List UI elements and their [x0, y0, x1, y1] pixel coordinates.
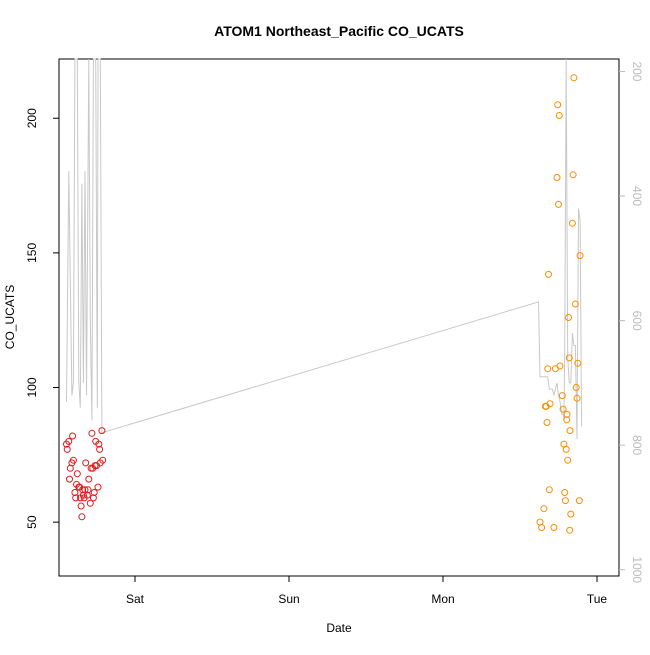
data-point [89, 494, 97, 502]
data-point [561, 497, 569, 505]
x-tick-label: Tue [587, 592, 608, 606]
data-point [556, 362, 564, 370]
data-point [573, 394, 581, 402]
data-point [72, 494, 80, 502]
data-point [88, 429, 96, 437]
altitude-line [66, 58, 583, 440]
data-point [538, 524, 546, 531]
data-point [558, 392, 566, 400]
x-axis-label: Date [326, 621, 352, 635]
data-point [555, 112, 563, 119]
data-point [545, 486, 553, 494]
data-point [563, 416, 571, 424]
data-point [550, 524, 558, 531]
data-point [565, 354, 573, 362]
data-point [564, 456, 572, 464]
data-point [561, 489, 569, 496]
data-point [566, 526, 574, 534]
data-point [566, 427, 574, 435]
data-point [90, 489, 98, 496]
data-point [544, 365, 552, 373]
data-point [568, 219, 576, 227]
data-point [554, 101, 562, 109]
x-tick-label: Mon [431, 592, 454, 606]
altitude-trace-group [66, 58, 583, 440]
data-point [82, 459, 90, 467]
data-point [65, 437, 73, 445]
data-point [565, 314, 572, 321]
data-point [540, 505, 548, 513]
data-point [95, 440, 103, 448]
data-point [569, 171, 577, 179]
data-point [570, 74, 578, 82]
y-tick-label: 150 [25, 243, 39, 263]
data-point [77, 502, 85, 510]
data-point [98, 427, 106, 435]
y2-tick-label: 1000 [630, 556, 644, 583]
data-point [553, 174, 561, 181]
data-point [567, 510, 575, 518]
data-point [84, 486, 92, 494]
data-point [83, 491, 91, 499]
data-point [85, 475, 93, 483]
axes-group: Sat Sun Mon Tue 50 100 150 200 200 400 600 800 1000 [25, 61, 644, 606]
y2-tick-label: 400 [630, 186, 644, 206]
data-point [79, 486, 87, 494]
data-point [571, 300, 579, 308]
y2-tick-label: 600 [630, 311, 644, 331]
data-point [575, 497, 583, 505]
data-point [86, 499, 94, 507]
data-point [563, 410, 571, 418]
data-point [69, 432, 77, 440]
data-point [576, 252, 584, 260]
data-point [63, 445, 71, 453]
x-tick-label: Sun [278, 592, 299, 606]
x-tick-label: Sat [126, 592, 145, 606]
plot-area-frame [58, 58, 620, 577]
y-tick-label: 100 [25, 377, 39, 397]
data-point [559, 405, 567, 413]
data-point [555, 200, 562, 208]
data-point [543, 419, 551, 426]
data-point [73, 470, 81, 478]
y-tick-label: 200 [25, 108, 39, 128]
data-point [562, 445, 570, 453]
data-point [94, 483, 102, 491]
data-point [69, 456, 77, 464]
data-point [71, 489, 79, 496]
data-point [574, 359, 582, 367]
chart-title: ATOM1 Northeast_Pacific CO_UCATS [214, 23, 464, 39]
y-tick-label: 50 [25, 515, 39, 529]
data-point [96, 445, 104, 453]
data-point [572, 384, 580, 391]
y-axis-label: CO_UCATS [3, 285, 17, 349]
y2-tick-label: 200 [630, 61, 644, 81]
points-group [63, 74, 584, 534]
y2-tick-label: 800 [630, 435, 644, 455]
data-point [545, 270, 552, 278]
data-point [99, 456, 107, 464]
data-point [66, 475, 73, 483]
data-point [78, 513, 86, 521]
data-point [546, 400, 554, 408]
